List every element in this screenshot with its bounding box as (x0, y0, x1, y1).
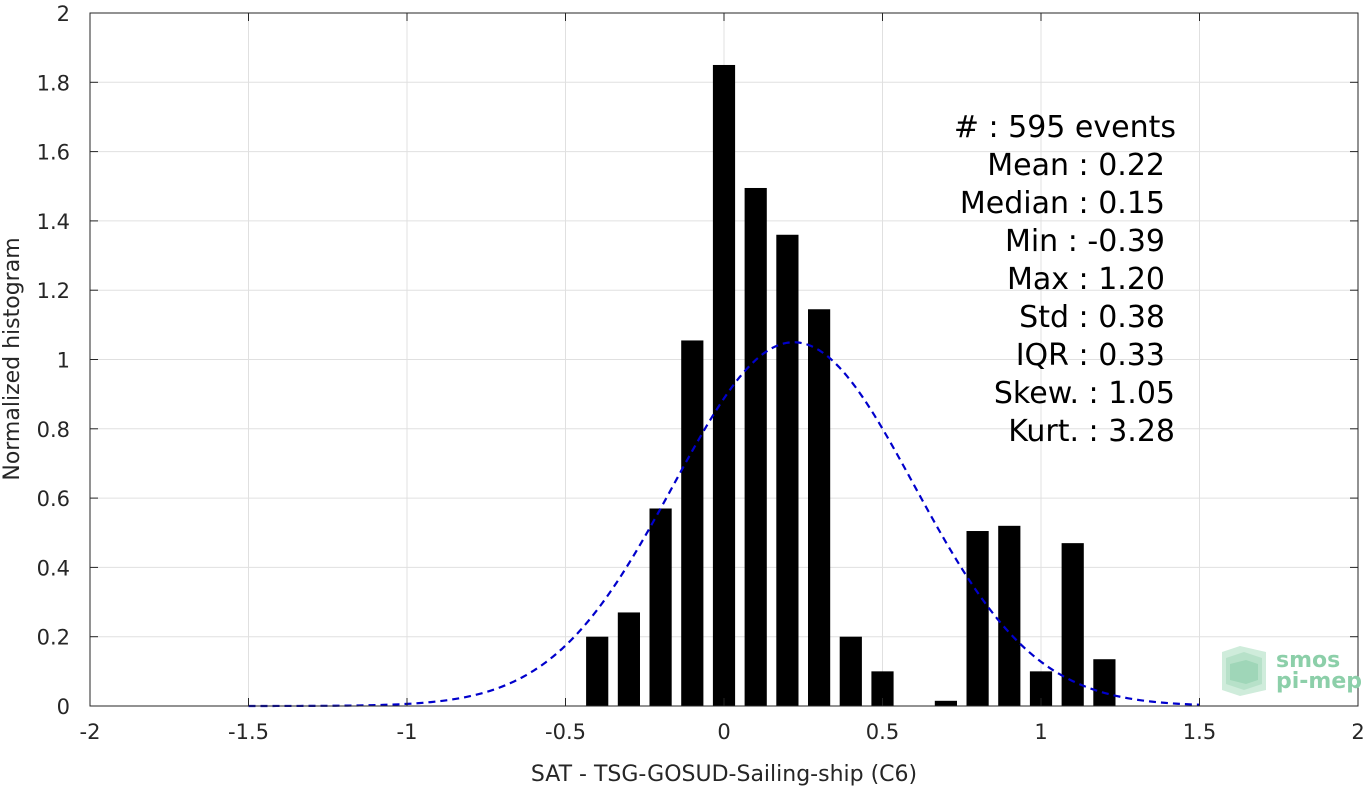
histogram-bar (744, 187, 767, 707)
x-tick-labels: -2 -1.5 -1 -0.5 0 0.5 1 1.5 2 (80, 720, 1365, 744)
y-tick-label: 1.6 (37, 141, 70, 165)
histogram-bar (712, 64, 736, 707)
smos-pi-mep-logo: smos pi-mep (1222, 646, 1362, 696)
y-tick-label: 1 (57, 349, 70, 373)
stat-line: # : 595 events (954, 110, 1176, 145)
histogram-bar (808, 309, 831, 706)
logo-mark-icon (1222, 646, 1266, 696)
bar-series (586, 64, 1116, 707)
stat-line: IQR : 0.33 (1016, 338, 1165, 373)
x-tick-label: 1 (1034, 720, 1047, 744)
y-tick-label: 0.2 (37, 626, 70, 650)
histogram-bar (586, 636, 609, 706)
histogram-bar (839, 636, 862, 706)
axis-ticks (89, 12, 1359, 707)
x-axis-label: SAT - TSG-GOSUD-Sailing-ship (C6) (531, 762, 917, 787)
y-tick-label: 0.4 (37, 556, 70, 580)
logo-line2: pi-mep (1276, 669, 1362, 694)
histogram-bar (649, 508, 672, 706)
x-tick-label: -1 (397, 720, 418, 744)
histogram-bar (871, 671, 894, 706)
stat-line: Kurt. : 3.28 (1008, 414, 1175, 449)
x-tick-label: 2 (1351, 720, 1364, 744)
y-axis-label: Normalized histogram (0, 237, 25, 480)
stat-line: Max : 1.20 (1007, 262, 1165, 297)
histogram-bar (998, 525, 1021, 706)
y-tick-label: 2 (57, 2, 70, 26)
y-tick-label: 1.8 (37, 71, 70, 95)
stat-line: Std : 0.38 (1019, 300, 1165, 335)
histogram-bar (681, 340, 704, 706)
stat-line: Skew. : 1.05 (994, 376, 1175, 411)
histogram-bar (1029, 671, 1053, 706)
histogram-bar (1093, 659, 1116, 706)
x-tick-label: 1.5 (1183, 720, 1216, 744)
y-tick-labels: 0 0.2 0.4 0.6 0.8 1 1.2 1.4 1.6 1.8 2 (37, 2, 70, 719)
y-tick-label: 1.2 (37, 279, 70, 303)
stat-line: Median : 0.15 (960, 186, 1165, 221)
x-tick-label: 0.5 (866, 720, 899, 744)
histogram-bar (934, 700, 957, 706)
histogram-bar (617, 612, 640, 706)
x-tick-label: 0 (717, 720, 730, 744)
x-tick-label: -0.5 (545, 720, 586, 744)
histogram-bar (776, 234, 799, 706)
y-tick-label: 1.4 (37, 210, 70, 234)
y-tick-label: 0.8 (37, 418, 70, 442)
stat-line: Mean : 0.22 (987, 148, 1165, 183)
y-tick-label: 0.6 (37, 487, 70, 511)
logo-line1: smos (1276, 648, 1340, 673)
x-tick-label: -1.5 (228, 720, 269, 744)
histogram-bar (1061, 543, 1084, 706)
stat-line: Min : -0.39 (1005, 224, 1165, 259)
y-tick-label: 0 (57, 695, 70, 719)
histogram-bar (966, 531, 989, 706)
x-tick-label: -2 (80, 720, 101, 744)
